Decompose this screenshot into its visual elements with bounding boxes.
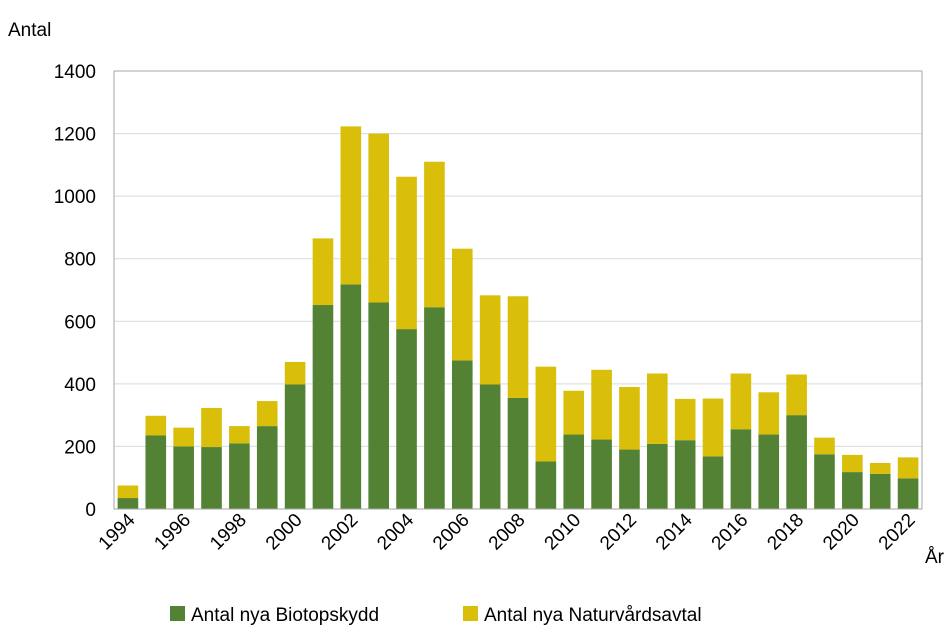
- bar-naturvardsavtal-2006: [451, 248, 473, 361]
- bar-naturvardsavtal-2012: [619, 386, 640, 450]
- y-axis-ticks: 0 200 400 600 800 1000 1200 1400: [54, 62, 96, 521]
- legend: Antal nya Biotopskydd Antal nya Naturvård…: [170, 605, 702, 626]
- bar-biotopskydd-2008: [507, 397, 529, 509]
- bar-naturvardsavtal-2016: [730, 373, 752, 430]
- bar-biotopskydd-2015: [702, 456, 724, 509]
- bar-biotopskydd-2022: [897, 478, 919, 509]
- bar-naturvardsavtal-1997: [201, 407, 222, 448]
- bar-naturvardsavtal-2008: [507, 296, 529, 398]
- bar-naturvardsavtal-1998: [229, 426, 250, 444]
- bar-naturvardsavtal-1996: [173, 427, 194, 447]
- bar-naturvardsavtal-2004: [396, 176, 417, 330]
- legend-label: Antal nya Biotopskydd: [191, 605, 379, 626]
- bar-biotopskydd-2012: [619, 449, 640, 509]
- x-tick-label: 2002: [318, 510, 363, 555]
- bar-biotopskydd-1999: [256, 426, 278, 509]
- bars: [117, 126, 919, 509]
- x-tick-label: 2018: [763, 510, 808, 555]
- bar-naturvardsavtal-2020: [842, 454, 863, 473]
- bar-naturvardsavtal-2014: [674, 398, 696, 441]
- bar-biotopskydd-2010: [563, 434, 585, 509]
- y-tick-label: 0: [85, 500, 96, 521]
- y-axis-title: Antal: [8, 20, 51, 41]
- bar-naturvardsavtal-2015: [702, 398, 724, 457]
- x-tick-label: 1998: [206, 510, 251, 555]
- x-axis-title: År: [925, 547, 945, 568]
- x-tick-label: 2014: [652, 509, 697, 554]
- x-axis-ticks: 1994 1996 1998 2000 2002 2004 2006 2008 2010 2012…: [95, 509, 920, 554]
- bar-biotopskydd-2011: [591, 439, 612, 509]
- x-tick-label: 2008: [485, 510, 530, 555]
- bar-biotopskydd-2019: [814, 454, 835, 509]
- bar-biotopskydd-1998: [229, 443, 250, 509]
- bar-biotopskydd-2018: [786, 415, 807, 509]
- bar-biotopskydd-2002: [340, 284, 362, 509]
- bar-naturvardsavtal-2011: [591, 369, 612, 440]
- bar-biotopskydd-2007: [479, 384, 501, 509]
- bar-biotopskydd-2003: [368, 302, 389, 509]
- bar-naturvardsavtal-2017: [758, 392, 780, 435]
- y-tick-label: 1200: [54, 125, 96, 146]
- bar-naturvardsavtal-2000: [284, 361, 306, 385]
- bar-naturvardsavtal-1999: [256, 401, 278, 427]
- bar-naturvardsavtal-2002: [340, 126, 362, 285]
- bar-biotopskydd-1995: [145, 435, 167, 509]
- bar-naturvardsavtal-2018: [786, 374, 807, 416]
- bar-naturvardsavtal-1995: [145, 415, 167, 436]
- bar-naturvardsavtal-2019: [814, 437, 835, 455]
- bar-biotopskydd-2017: [758, 434, 780, 509]
- bar-biotopskydd-1996: [173, 446, 194, 509]
- plot-area-frame: [113, 70, 923, 510]
- bar-naturvardsavtal-2013: [647, 373, 668, 444]
- bar-naturvardsavtal-2021: [869, 463, 891, 474]
- x-tick-label: 2016: [708, 510, 753, 555]
- x-tick-label: 2022: [875, 510, 920, 555]
- bar-biotopskydd-2013: [647, 443, 668, 509]
- bar-biotopskydd-2020: [842, 472, 863, 509]
- y-tick-label: 400: [64, 375, 96, 396]
- x-tick-label: 1996: [150, 510, 195, 555]
- bar-naturvardsavtal-2009: [535, 366, 557, 462]
- bar-naturvardsavtal-2001: [312, 238, 334, 306]
- bar-naturvardsavtal-1994: [117, 485, 139, 499]
- bar-biotopskydd-1997: [201, 447, 222, 509]
- bar-biotopskydd-2014: [674, 440, 696, 509]
- bar-naturvardsavtal-2007: [479, 295, 501, 385]
- y-tick-label: 1000: [54, 187, 96, 208]
- bar-biotopskydd-2004: [396, 329, 417, 509]
- bar-biotopskydd-2005: [424, 307, 445, 509]
- legend-label: Antal nya Naturvårdsavtal: [484, 605, 702, 626]
- bar-biotopskydd-2016: [730, 429, 752, 509]
- bar-biotopskydd-2001: [312, 305, 334, 509]
- bar-naturvardsavtal-2022: [897, 457, 919, 479]
- bar-biotopskydd-1994: [117, 498, 139, 509]
- x-tick-label: 2000: [262, 510, 307, 555]
- bar-naturvardsavtal-2005: [424, 161, 445, 308]
- bar-biotopskydd-2021: [869, 473, 891, 509]
- x-tick-label: 2006: [429, 510, 474, 555]
- legend-swatch: [170, 606, 185, 621]
- bar-biotopskydd-2000: [284, 384, 306, 509]
- x-tick-label: 2012: [596, 510, 641, 555]
- legend-swatch: [463, 606, 478, 621]
- x-tick-label: 2020: [819, 510, 864, 555]
- bar-biotopskydd-2009: [535, 461, 557, 509]
- bar-biotopskydd-2006: [451, 360, 473, 509]
- y-tick-label: 200: [64, 437, 96, 458]
- y-tick-label: 600: [64, 312, 96, 333]
- x-tick-label: 2010: [541, 510, 586, 555]
- x-tick-label: 1994: [95, 509, 140, 554]
- y-tick-label: 800: [64, 250, 96, 271]
- x-tick-label: 2004: [373, 509, 418, 554]
- y-tick-label: 1400: [54, 62, 96, 83]
- bar-naturvardsavtal-2003: [368, 133, 389, 303]
- bar-naturvardsavtal-2010: [563, 390, 585, 435]
